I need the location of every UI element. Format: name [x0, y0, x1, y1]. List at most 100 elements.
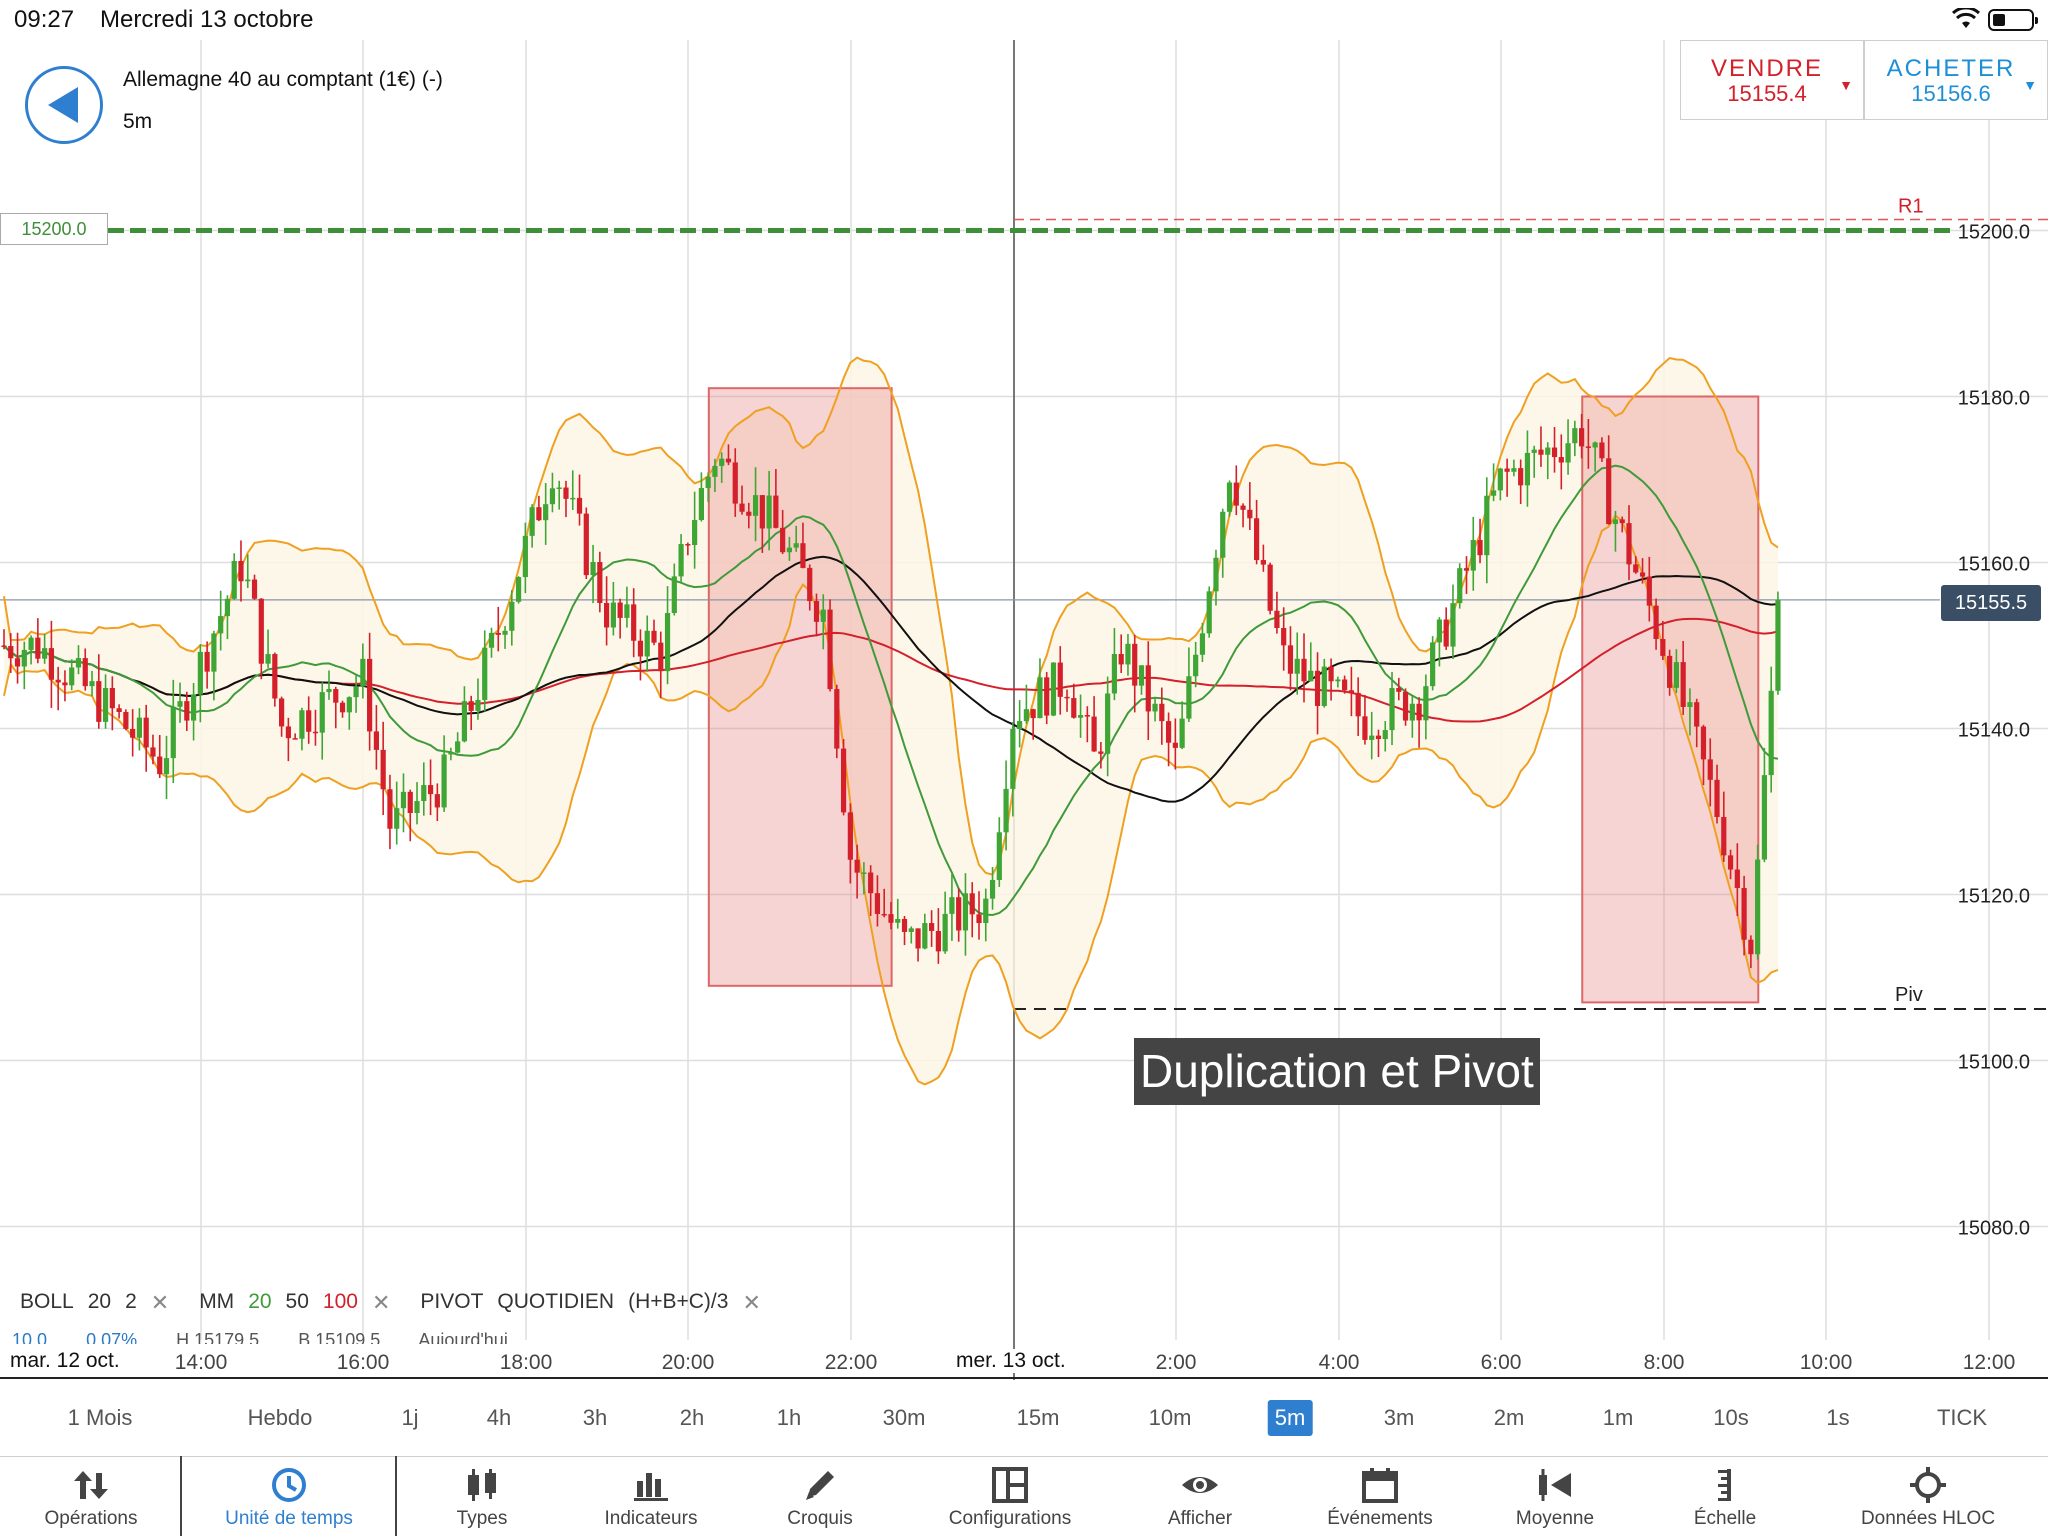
candle-body [1694, 702, 1700, 727]
tf-3h[interactable]: 3h [582, 1405, 608, 1430]
tab-croquis[interactable]: Croquis [738, 1457, 902, 1536]
candle-body [143, 717, 149, 748]
candle-body [360, 658, 366, 687]
candle-body [583, 513, 589, 576]
tf-2m[interactable]: 2m [1493, 1405, 1525, 1430]
pencil-icon [806, 1471, 834, 1500]
mm-label[interactable]: MM [199, 1290, 235, 1313]
candle-body [515, 577, 522, 602]
tf-1h[interactable]: 1h [776, 1405, 802, 1430]
tab-afficher[interactable]: Afficher [1120, 1457, 1280, 1536]
candle-body [339, 702, 346, 713]
tab-divider [395, 1456, 397, 1536]
tab-indicators[interactable]: Indicateurs [564, 1457, 738, 1536]
candle-body [1673, 662, 1679, 688]
tab-operations[interactable]: Opérations [0, 1457, 182, 1536]
candle-body [495, 632, 501, 635]
candle-body [1260, 560, 1266, 565]
candle-body [1707, 759, 1713, 780]
candle-body [333, 689, 339, 703]
back-button[interactable] [25, 66, 103, 144]
candle-body [1538, 449, 1544, 455]
tf-1s[interactable]: 1s [1826, 1405, 1850, 1430]
bollinger-upper [3, 356, 1779, 876]
tab-label: Types [456, 1508, 508, 1529]
tab-time-unit[interactable]: Unité de temps [182, 1457, 396, 1536]
candle-body [522, 535, 528, 578]
candle-body [1497, 468, 1503, 491]
tab-types[interactable]: Types [400, 1457, 564, 1536]
tab-moyenne[interactable]: Moyenne [1470, 1457, 1640, 1536]
mm-20: 20 [248, 1290, 272, 1313]
pivot-mode: QUOTIDIEN [497, 1290, 615, 1313]
candle-body [1755, 859, 1761, 955]
remove-mm-icon[interactable]: ✕ [371, 1290, 391, 1315]
candle-body [285, 726, 291, 739]
candle-body [868, 872, 874, 894]
sell-button[interactable]: VENDRE 15155.4 ▼ [1680, 40, 1864, 120]
tab-label: Indicateurs [604, 1508, 698, 1529]
candle-body [272, 654, 278, 699]
tf-30m[interactable]: 30m [882, 1405, 926, 1430]
tf-5m[interactable]: 5m [1267, 1400, 1313, 1436]
tf-2h[interactable]: 2h [679, 1405, 705, 1430]
candle-body [1416, 703, 1422, 721]
tf-15m[interactable]: 15m [1016, 1405, 1060, 1430]
candle-body [1186, 676, 1192, 719]
candle-body [224, 598, 231, 617]
tf-10m[interactable]: 10m [1148, 1405, 1192, 1430]
tf-1j[interactable]: 1j [401, 1405, 419, 1430]
candle-body [1287, 645, 1294, 674]
candle-body [14, 658, 21, 667]
tab-configurations[interactable]: Configurations [920, 1457, 1100, 1536]
candle-body [35, 637, 41, 659]
time-label: 4:00 [1318, 1351, 1360, 1374]
candle-body [109, 688, 115, 709]
candle-body [1626, 523, 1632, 565]
candle-body [82, 658, 88, 687]
tf-1-mois[interactable]: 1 Mois [67, 1405, 133, 1430]
candle-body [1233, 482, 1239, 506]
tf-4h[interactable]: 4h [486, 1405, 512, 1430]
candle-body [637, 640, 644, 657]
tf-3m[interactable]: 3m [1383, 1405, 1415, 1430]
chart-annotation[interactable]: Duplication et Pivot [1134, 1038, 1540, 1105]
price-chart[interactable]: 15200.0 15180.0 15160.0 15140.0 15120.0 15100… [0, 0, 2048, 1380]
tf-tick[interactable]: TICK [1936, 1405, 1988, 1430]
tf-1m[interactable]: 1m [1602, 1405, 1634, 1430]
candle-body [949, 897, 955, 914]
candle-body [306, 710, 312, 732]
ma-50-line [3, 555, 1779, 803]
candle-body [69, 667, 75, 686]
tf-hebdo[interactable]: Hebdo [247, 1405, 313, 1430]
ma-20-line [3, 464, 1779, 917]
tf-10s[interactable]: 10s [1713, 1405, 1749, 1430]
candle-body [780, 527, 786, 553]
candle-body [1409, 703, 1415, 721]
time-label: 2:00 [1155, 1351, 1197, 1374]
remove-pivot-icon[interactable]: ✕ [742, 1290, 761, 1315]
boll-label[interactable]: BOLL [20, 1290, 74, 1313]
candle-body [1457, 568, 1463, 604]
candle-body [218, 616, 224, 634]
candle-body [1680, 662, 1686, 707]
tab-echelle[interactable]: Échelle [1640, 1457, 1810, 1536]
candle-body [834, 689, 840, 749]
target-price-tag[interactable]: 15200.0 [0, 213, 108, 245]
candle-body [1572, 428, 1578, 444]
candle-body [1138, 665, 1145, 686]
candle-body [983, 898, 989, 924]
remove-boll-icon[interactable]: ✕ [150, 1290, 170, 1315]
layout-icon [992, 1467, 1028, 1503]
candle-body [692, 520, 698, 546]
candle-body [1551, 447, 1558, 458]
tab-divider [180, 1456, 182, 1536]
candle-body [773, 495, 779, 528]
tab-evenements[interactable]: Événements [1290, 1457, 1470, 1536]
candle-body [1321, 666, 1327, 706]
pivot-label[interactable]: PIVOT [420, 1290, 484, 1313]
highlight-box [1581, 395, 1760, 1004]
buy-button[interactable]: ACHETER 15156.6 ▼ [1864, 40, 2048, 120]
candle-body [651, 630, 657, 643]
tab-donnees-hloc[interactable]: Données HLOC [1828, 1457, 2028, 1536]
